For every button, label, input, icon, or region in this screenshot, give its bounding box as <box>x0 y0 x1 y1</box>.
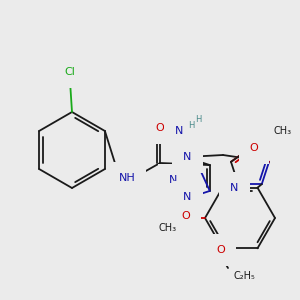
Text: CH₃: CH₃ <box>273 126 291 136</box>
Text: N: N <box>183 152 191 162</box>
Text: O: O <box>250 143 258 153</box>
Text: H: H <box>195 116 201 124</box>
Text: N: N <box>169 175 177 185</box>
Text: NH: NH <box>118 173 135 183</box>
Text: O: O <box>156 123 164 133</box>
Text: CH₃: CH₃ <box>159 223 177 233</box>
Text: N: N <box>183 192 191 202</box>
Text: Cl: Cl <box>64 67 75 77</box>
Text: H: H <box>188 121 194 130</box>
Text: O: O <box>217 245 225 255</box>
Text: O: O <box>182 211 190 221</box>
Text: N: N <box>230 183 238 193</box>
Text: C₂H₅: C₂H₅ <box>233 271 255 281</box>
Text: N: N <box>175 126 183 136</box>
